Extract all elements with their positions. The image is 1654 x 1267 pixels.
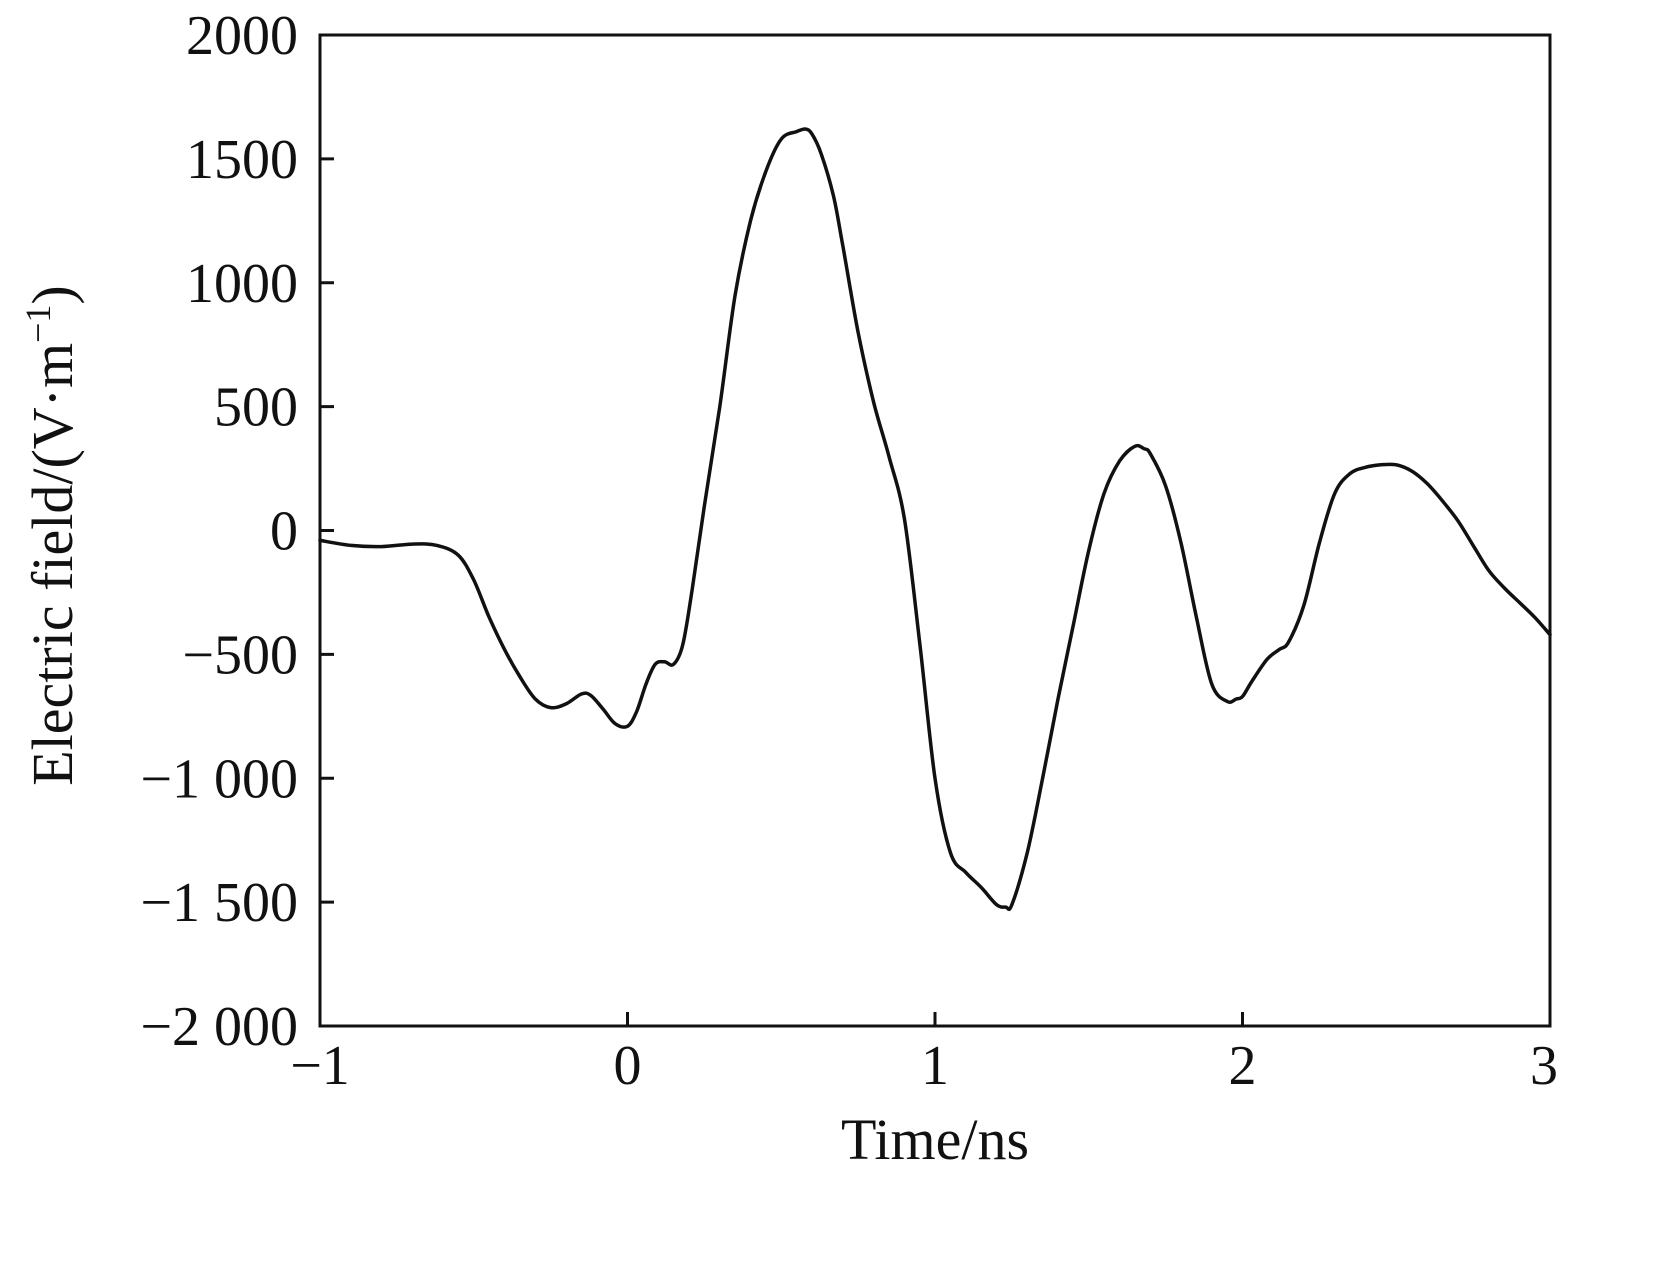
x-tick-label: 3 <box>1530 1035 1558 1097</box>
y-axis-title-close: ) <box>20 285 85 304</box>
x-tick-label: −1 <box>290 1035 350 1097</box>
y-tick-label: −500 <box>182 624 298 686</box>
x-tick-label: 0 <box>614 1035 642 1097</box>
y-axis-title-main: Electric field/(V·m <box>20 343 85 786</box>
y-tick-label: 2000 <box>186 5 298 67</box>
x-tick-label: 1 <box>921 1035 949 1097</box>
x-axis-title: Time/ns <box>841 1107 1029 1172</box>
y-tick-label: −2 000 <box>140 996 298 1058</box>
y-tick-label: 1000 <box>186 253 298 315</box>
y-tick-label: 1500 <box>186 129 298 191</box>
y-tick-label: −1 000 <box>140 748 298 810</box>
y-tick-label: −1 500 <box>140 872 298 934</box>
y-axis-title-exponent: −1 <box>18 305 58 343</box>
y-axis-title: Electric field/(V·m−1) <box>18 285 85 786</box>
electric-field-line <box>318 127 1552 912</box>
plot-frame <box>318 33 1552 1028</box>
y-tick-label: 500 <box>214 377 298 439</box>
y-axis: 2000 1500 1000 500 0 −500 −1 000 −1 500 −2 000 <box>140 5 334 1058</box>
x-tick-label: 2 <box>1229 1035 1257 1097</box>
x-axis: −1 0 1 2 3 <box>290 1012 1558 1097</box>
y-tick-label: 0 <box>270 501 298 563</box>
